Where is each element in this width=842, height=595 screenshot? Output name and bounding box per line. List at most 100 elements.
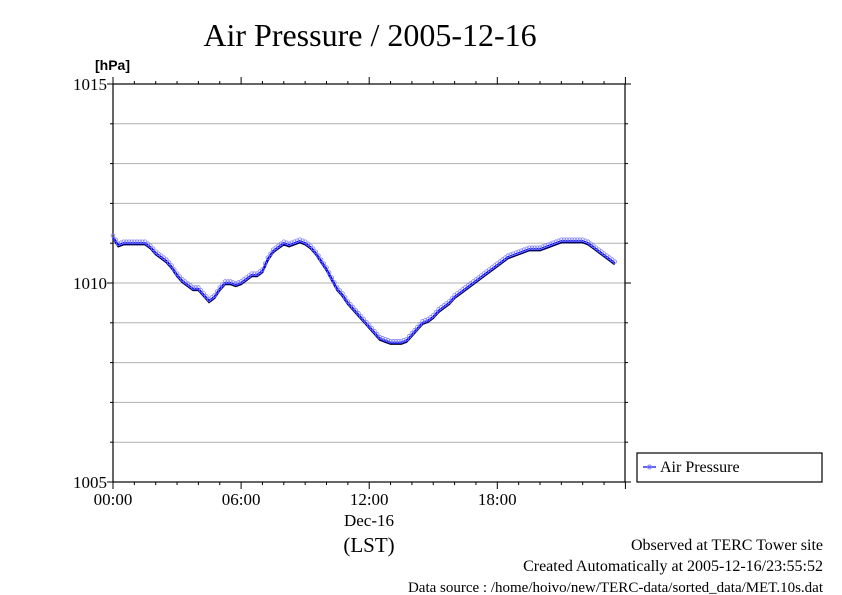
data-point <box>353 308 359 313</box>
data-point <box>233 281 238 286</box>
data-point <box>340 291 345 296</box>
data-point <box>380 336 385 341</box>
data-point <box>262 261 268 266</box>
data-point <box>431 313 436 318</box>
data-point <box>385 338 391 343</box>
x-tick-label: 18:00 <box>478 490 517 509</box>
data-point <box>228 279 233 284</box>
data-point <box>124 239 129 244</box>
data-point <box>284 240 289 245</box>
data-point <box>132 239 137 244</box>
data-point <box>268 251 273 256</box>
data-point <box>388 339 393 344</box>
series-air-pressure <box>110 233 617 345</box>
data-point <box>513 250 519 255</box>
data-point <box>572 237 577 242</box>
data-point <box>249 271 254 276</box>
data-point <box>260 267 265 272</box>
data-point <box>286 241 292 246</box>
data-point <box>289 240 295 245</box>
data-point <box>348 302 353 307</box>
data-point <box>358 314 364 319</box>
data-point <box>377 335 383 340</box>
data-point <box>177 274 182 279</box>
data-point <box>447 299 452 304</box>
data-point <box>553 239 559 244</box>
data-point <box>297 237 303 242</box>
data-point <box>519 248 524 253</box>
data-point <box>399 339 404 344</box>
y-tick-label: 1005 <box>73 473 107 492</box>
data-point <box>527 245 532 250</box>
data-point <box>583 238 588 243</box>
data-point <box>580 237 585 242</box>
data-point <box>401 338 407 343</box>
data-point <box>313 249 319 254</box>
data-point <box>310 246 316 251</box>
data-point <box>383 337 388 342</box>
data-point <box>516 249 521 254</box>
data-point <box>521 247 527 252</box>
data-point <box>113 237 118 242</box>
data-point <box>433 310 439 315</box>
data-point <box>420 319 425 324</box>
data-point <box>324 265 329 270</box>
data-point <box>265 255 270 260</box>
data-point <box>423 318 428 323</box>
data-point <box>172 267 177 272</box>
data-point <box>545 242 551 247</box>
data-point <box>372 329 377 334</box>
data-point <box>329 275 335 280</box>
data-point <box>412 328 417 333</box>
data-point <box>201 291 206 296</box>
data-point <box>116 241 121 246</box>
data-point <box>334 285 340 290</box>
data-point <box>561 237 567 242</box>
x-tick-label: 00:00 <box>94 490 133 509</box>
data-point <box>575 237 580 242</box>
data-point <box>236 280 241 285</box>
footer-source: Data source : /home/hoivo/new/TERC-data/… <box>408 580 824 595</box>
data-point <box>529 245 535 250</box>
x-date-label: Dec-16 <box>344 511 394 530</box>
data-point <box>137 239 142 244</box>
data-point <box>569 237 575 242</box>
data-point <box>134 239 140 244</box>
data-point <box>332 280 337 285</box>
data-point <box>204 294 209 299</box>
data-point <box>564 237 569 242</box>
data-point <box>281 239 286 244</box>
data-point <box>535 245 540 250</box>
data-point <box>567 237 572 242</box>
data-point <box>342 295 348 300</box>
data-point <box>318 257 324 262</box>
legend-box <box>636 452 823 483</box>
data-point <box>449 296 455 301</box>
plot-area: 1015 1010 1005 00:00 06:00 12:00 18:00 <box>73 75 631 509</box>
data-point <box>556 238 561 243</box>
y-tick-labels: 1015 1010 1005 <box>73 75 107 492</box>
data-point <box>316 253 321 258</box>
data-point <box>222 279 228 284</box>
data-point <box>164 257 169 262</box>
data-point <box>537 245 543 250</box>
data-point <box>577 237 583 242</box>
x-tick-label: 12:00 <box>350 490 389 509</box>
data-point <box>190 285 196 290</box>
data-point <box>511 251 516 256</box>
data-point <box>407 334 412 339</box>
data-point <box>121 239 126 244</box>
data-point <box>217 285 222 290</box>
footer-created: Created Automatically at 2005-12-16/23:5… <box>523 558 823 575</box>
data-point <box>214 289 220 294</box>
data-point <box>150 246 156 251</box>
data-point <box>225 279 230 284</box>
series-line <box>112 236 616 344</box>
data-point <box>524 246 529 251</box>
data-point <box>396 339 401 344</box>
data-point <box>294 238 300 243</box>
data-point <box>252 271 257 276</box>
data-point <box>540 244 545 249</box>
data-point <box>345 299 351 304</box>
data-point <box>118 240 124 245</box>
